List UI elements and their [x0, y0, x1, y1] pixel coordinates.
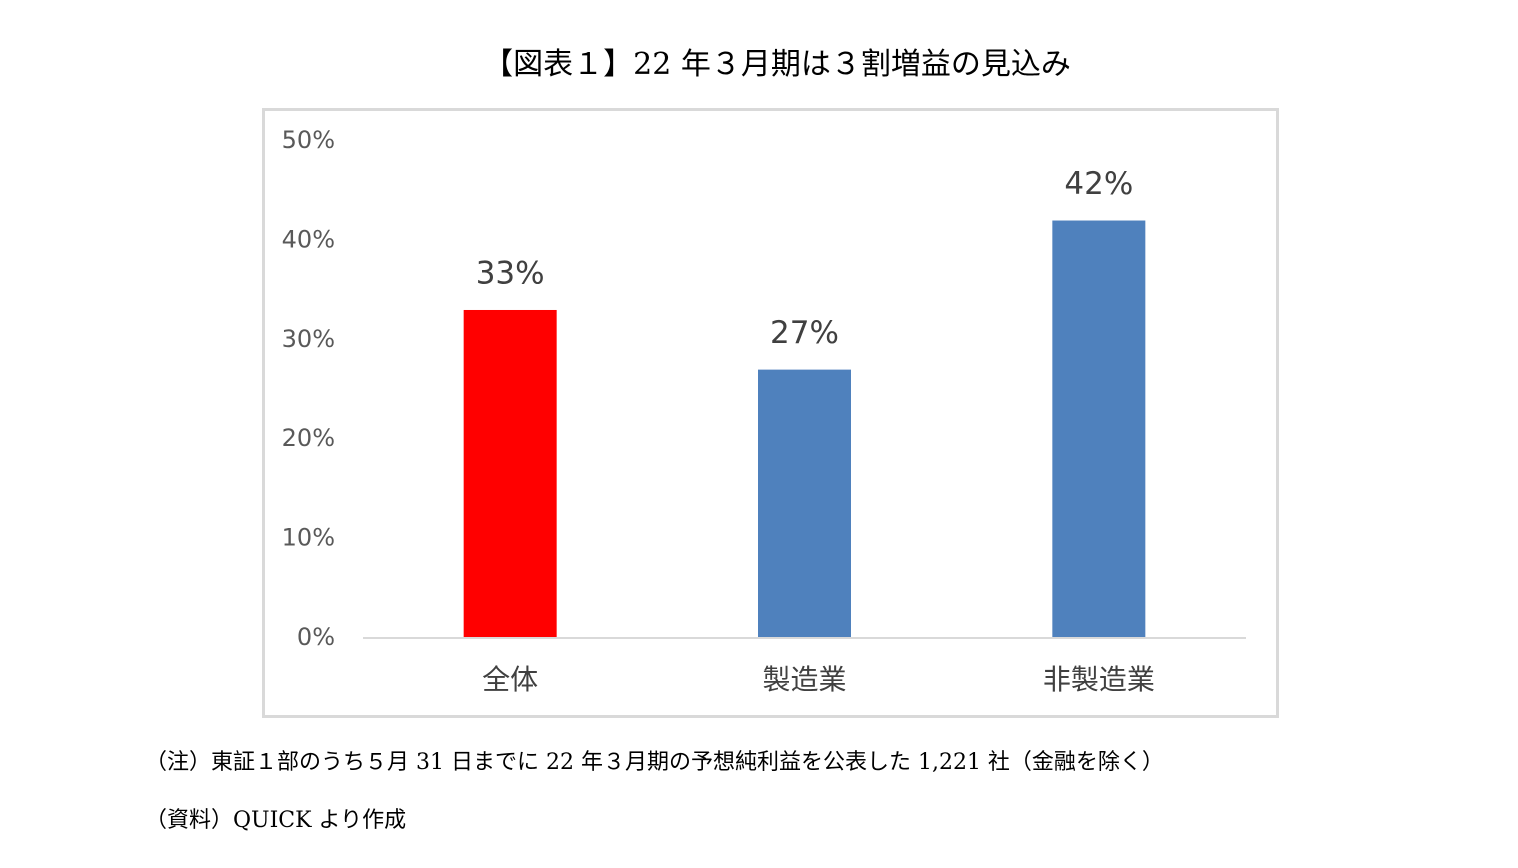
bar [758, 369, 851, 638]
source: （資料）QUICK より作成 [145, 808, 406, 833]
data-label: 42% [1064, 166, 1133, 202]
y-tick-label: 0% [297, 623, 335, 651]
y-tick-label: 50% [282, 126, 335, 154]
data-label: 27% [770, 315, 839, 351]
x-tick-label: 全体 [482, 663, 538, 696]
x-tick-label: 非製造業 [1043, 663, 1155, 696]
data-label: 33% [476, 255, 545, 291]
y-tick-label: 30% [282, 325, 335, 353]
y-tick-label: 20% [282, 424, 335, 452]
x-tick-label: 製造業 [762, 663, 846, 696]
chart-frame [262, 108, 1279, 718]
bar [463, 309, 557, 638]
y-tick-label: 40% [282, 225, 335, 253]
chart-title: 【図表１】22 年３月期は３割増益の見込み [483, 47, 1071, 82]
note: （注）東証１部のうち５月 31 日までに 22 年３月期の予想純利益を公表した … [145, 750, 1164, 775]
bar [1052, 220, 1146, 638]
y-tick-label: 10% [282, 524, 335, 552]
